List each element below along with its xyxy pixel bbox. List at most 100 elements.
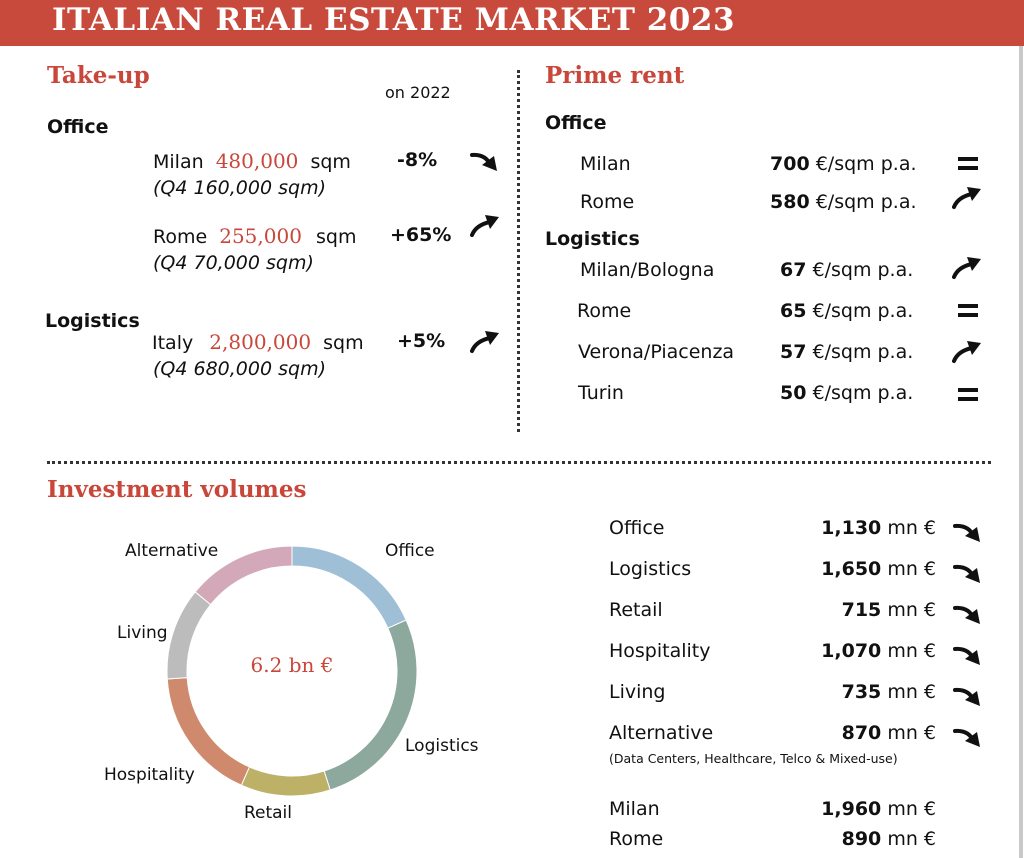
takeup-rome-change: +65% <box>390 224 452 246</box>
rent-logistics-city: Milan/Bologna <box>580 259 715 281</box>
sector-value: 715 <box>841 599 882 621</box>
takeup-italy-city: Italy <box>152 332 194 354</box>
takeup-rome-row: Rome 255,000 sqm <box>153 224 356 248</box>
rent-logistics-value: 57 <box>780 341 807 363</box>
rent-logistics-unit: €/sqm p.a. <box>812 382 914 404</box>
takeup-milan-city: Milan <box>153 151 204 173</box>
rent-logistics-value-row: 57 €/sqm p.a. <box>780 341 913 363</box>
city-name: Rome <box>609 828 664 850</box>
trend-up-icon <box>470 331 499 353</box>
rent-logistics-value-row: 67 €/sqm p.a. <box>780 259 913 281</box>
rent-logistics-value: 67 <box>780 259 807 281</box>
sector-unit: mn € <box>887 599 936 621</box>
page-border <box>1019 46 1023 858</box>
takeup-italy-q4: (Q4 680,000 sqm) <box>153 358 326 380</box>
donut-slice-living <box>166 591 212 680</box>
rent-logistics-value-row: 65 €/sqm p.a. <box>780 300 913 322</box>
takeup-italy-change: +5% <box>397 330 446 352</box>
trend-down-icon <box>953 646 980 665</box>
trend-up-icon <box>952 341 981 363</box>
donut-label-retail: Retail <box>244 803 292 823</box>
takeup-rome-city: Rome <box>153 226 208 248</box>
trend-stable-icon <box>958 157 978 170</box>
sector-unit: mn € <box>887 681 936 703</box>
donut-slice-logistics <box>323 619 418 791</box>
takeup-italy-row: Italy 2,800,000 sqm <box>152 330 364 354</box>
horizontal-divider <box>47 461 991 464</box>
takeup-milan-q4: (Q4 160,000 sqm) <box>153 177 326 199</box>
prime-rent-logistics-label: Logistics <box>545 228 640 250</box>
header-bar <box>0 0 1024 46</box>
sector-value-row: 870 mn € <box>760 722 936 744</box>
trend-down-icon <box>953 687 980 706</box>
rent-logistics-city: Rome <box>577 300 632 322</box>
city-name: Milan <box>609 798 660 820</box>
sector-value-row: 735 mn € <box>760 681 936 703</box>
sector-value: 870 <box>841 722 882 744</box>
sector-value: 1,650 <box>821 558 882 580</box>
takeup-italy-value: 2,800,000 <box>209 330 312 354</box>
takeup-rome-q4: (Q4 70,000 sqm) <box>153 252 314 274</box>
sector-name: Hospitality <box>609 640 711 662</box>
rent-logistics-value: 65 <box>780 300 807 322</box>
takeup-logistics-label: Logistics <box>45 310 140 332</box>
takeup-rome-unit: sqm <box>315 226 357 248</box>
sector-value-row: 1,070 mn € <box>760 640 936 662</box>
prime-rent-title: Prime rent <box>545 62 685 89</box>
rent-office-unit: €/sqm p.a. <box>815 153 917 175</box>
donut-label-logistics: Logistics <box>405 736 479 756</box>
trend-down-icon <box>953 523 980 542</box>
sector-name: Living <box>609 681 666 703</box>
rent-logistics-unit: €/sqm p.a. <box>812 259 914 281</box>
sector-value: 735 <box>841 681 882 703</box>
trend-stable-icon <box>958 304 978 317</box>
city-value: 1,960 <box>821 798 882 820</box>
city-unit: mn € <box>887 828 936 850</box>
takeup-milan-change: -8% <box>397 149 438 171</box>
sector-name: Office <box>609 517 665 539</box>
trend-stable-icon <box>958 388 978 401</box>
sector-unit: mn € <box>887 722 936 744</box>
donut-label-alternative: Alternative <box>125 541 218 561</box>
rent-office-value: 700 <box>770 153 810 175</box>
city-value: 890 <box>841 828 882 850</box>
rent-logistics-unit: €/sqm p.a. <box>812 300 914 322</box>
takeup-milan-value: 480,000 <box>215 149 299 173</box>
rent-office-value: 580 <box>770 191 810 213</box>
rent-logistics-unit: €/sqm p.a. <box>812 341 914 363</box>
takeup-title: Take-up <box>47 62 150 89</box>
sector-value-row: 1,130 mn € <box>760 517 936 539</box>
donut-label-hospitality: Hospitality <box>104 765 195 785</box>
rent-logistics-city: Verona/Piacenza <box>578 341 735 363</box>
city-value-row: 890 mn € <box>760 828 936 850</box>
investment-donut-chart: Office Logistics Retail Hospitality Living Al… <box>104 541 479 823</box>
sector-unit: mn € <box>887 558 936 580</box>
rent-office-city: Rome <box>580 191 635 213</box>
page-title: ITALIAN REAL ESTATE MARKET 2023 <box>52 2 736 38</box>
sector-unit: mn € <box>887 517 936 539</box>
alternative-note: (Data Centers, Healthcare, Telco & Mixed… <box>609 751 898 766</box>
sector-name: Alternative <box>609 722 714 744</box>
rent-logistics-value-row: 50 €/sqm p.a. <box>780 382 913 404</box>
donut-label-office: Office <box>385 541 435 561</box>
rent-logistics-value: 50 <box>780 382 807 404</box>
trend-up-icon <box>470 215 499 237</box>
trend-up-icon <box>952 187 981 209</box>
rent-office-value-row: 580 €/sqm p.a. <box>770 191 917 213</box>
takeup-office-label: Office <box>47 116 109 138</box>
trend-down-icon <box>953 605 980 624</box>
city-value-row: 1,960 mn € <box>760 798 936 820</box>
sector-value: 1,070 <box>821 640 882 662</box>
city-unit: mn € <box>887 798 936 820</box>
donut-slice-retail <box>240 766 331 797</box>
sector-name: Retail <box>609 599 663 621</box>
takeup-rome-value: 255,000 <box>219 224 302 248</box>
trend-down-icon <box>470 152 497 171</box>
rent-office-unit: €/sqm p.a. <box>815 191 917 213</box>
trend-up-icon <box>952 257 981 279</box>
takeup-milan-unit: sqm <box>310 151 351 173</box>
trend-down-icon <box>953 564 980 583</box>
rent-logistics-city: Turin <box>578 382 624 404</box>
donut-label-living: Living <box>117 623 168 643</box>
vertical-divider <box>517 70 520 432</box>
